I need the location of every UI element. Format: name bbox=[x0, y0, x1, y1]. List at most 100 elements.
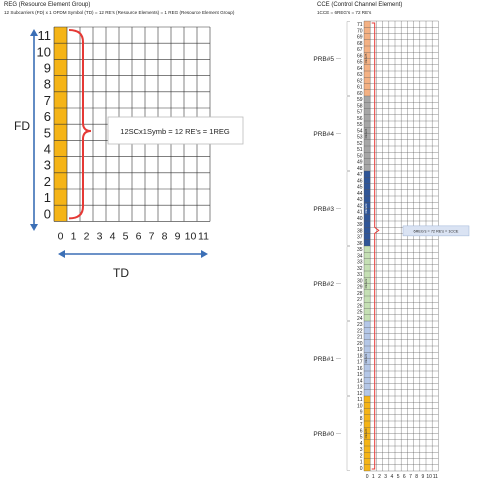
cce-row-label: 11 bbox=[357, 397, 362, 403]
cce-row-label: 43 bbox=[357, 197, 363, 203]
cce-row-label: 61 bbox=[357, 85, 363, 91]
cce-row-label: 69 bbox=[357, 35, 363, 41]
cce-row-label: 5 bbox=[360, 435, 363, 441]
cce-row-label: 67 bbox=[357, 47, 363, 53]
reg-title: REG (Resource Element Group) bbox=[4, 2, 91, 8]
cce-row-label: 65 bbox=[357, 60, 363, 66]
cce-row-label: 2 bbox=[360, 453, 363, 459]
reg-col-label: 7 bbox=[149, 230, 155, 242]
cce-row-label: 9 bbox=[360, 410, 363, 416]
cce-row-label: 28 bbox=[357, 291, 363, 297]
reg-row-label: 0 bbox=[44, 206, 51, 221]
reg-col-label: 8 bbox=[162, 230, 168, 242]
td-arrow-head-right bbox=[201, 250, 208, 258]
cce-row-label: 55 bbox=[357, 122, 363, 128]
cce-row-label: 60 bbox=[357, 91, 363, 97]
cce-row-label: 54 bbox=[357, 128, 363, 134]
cce-row-label: 31 bbox=[357, 272, 363, 278]
cce-row-label: 52 bbox=[357, 141, 363, 147]
cce-row-label: 27 bbox=[357, 297, 363, 303]
cce-row-label: 30 bbox=[357, 278, 363, 284]
cce-row-label: 22 bbox=[357, 328, 363, 334]
cce-row-label: 21 bbox=[357, 335, 363, 341]
reg-row-label: 4 bbox=[44, 142, 51, 157]
cce-row-label: 44 bbox=[357, 191, 363, 197]
cce-prb-group-bracket bbox=[346, 246, 350, 321]
cce-prb-group-bracket bbox=[346, 171, 350, 246]
cce-row-label: 66 bbox=[357, 53, 363, 59]
cce-row-label: 57 bbox=[357, 110, 363, 116]
cce-prb-group-bracket bbox=[346, 396, 350, 471]
cce-row-label: 16 bbox=[357, 366, 363, 372]
cce-prb-group-bracket bbox=[346, 21, 350, 96]
cce-col-label: 11 bbox=[433, 474, 438, 480]
cce-callout-box bbox=[402, 225, 470, 237]
cce-prb-group-bracket bbox=[346, 321, 350, 396]
cce-row-label: 8 bbox=[360, 416, 363, 422]
cce-prb-label: PRB#0 bbox=[313, 431, 334, 438]
cce-col-label: 2 bbox=[378, 474, 381, 480]
cce-row-label: 51 bbox=[357, 147, 363, 153]
cce-row-label: 36 bbox=[357, 241, 363, 247]
reg-row-label: 2 bbox=[44, 174, 51, 189]
cce-row-label: 6 bbox=[360, 428, 363, 434]
reg-col-label: 0 bbox=[58, 230, 64, 242]
fd-arrow-head-up bbox=[30, 29, 38, 36]
cce-row-label: 23 bbox=[357, 322, 363, 328]
cce-callout-text: 6REG's = 72 RE's = 1CCE bbox=[414, 229, 459, 233]
cce-row-label: 29 bbox=[357, 285, 363, 291]
cce-row-label: 19 bbox=[357, 347, 363, 353]
cce-row-label: 56 bbox=[357, 116, 363, 122]
reg-col-label: 3 bbox=[97, 230, 103, 242]
reg-subtitle: 12 Subcarriers (FD) x 1 OFDM Symbol (TD)… bbox=[4, 10, 235, 15]
cce-subtitle: 1CCE = 6REG's = 72 RE's bbox=[317, 10, 372, 15]
reg-col-label: 5 bbox=[123, 230, 129, 242]
cce-row-label: 26 bbox=[357, 303, 363, 309]
cce-row-label: 50 bbox=[357, 153, 363, 159]
reg-row-label: 6 bbox=[44, 109, 51, 124]
cce-row-label: 68 bbox=[357, 41, 363, 47]
reg-col-label: 6 bbox=[136, 230, 142, 242]
cce-row-label: 53 bbox=[357, 135, 363, 141]
cce-row-label: 17 bbox=[357, 360, 363, 366]
reg-callout-text: 12SCx1Symb = 12 RE's = 1REG bbox=[120, 127, 230, 136]
cce-col-label: 5 bbox=[397, 474, 400, 480]
cce-row-label: 34 bbox=[357, 253, 363, 259]
cce-prb-label: PRB#2 bbox=[313, 281, 334, 288]
cce-col-label: 4 bbox=[391, 474, 394, 480]
cce-row-label: 25 bbox=[357, 310, 363, 316]
cce-row-label: 63 bbox=[357, 72, 363, 78]
cce-row-label: 64 bbox=[357, 66, 363, 72]
cce-row-label: 20 bbox=[357, 341, 363, 347]
cce-prb-label: PRB#4 bbox=[313, 131, 334, 138]
fd-label: FD bbox=[14, 119, 30, 133]
cce-row-label: 49 bbox=[357, 160, 363, 166]
reg-row-label: 3 bbox=[44, 158, 51, 173]
td-arrow-head-left bbox=[58, 250, 65, 258]
cce-row-label: 24 bbox=[357, 316, 363, 322]
reg-col-label: 4 bbox=[110, 230, 116, 242]
cce-col-label: 9 bbox=[422, 474, 425, 480]
cce-row-label: 18 bbox=[357, 353, 363, 359]
reg-col-label: 11 bbox=[198, 230, 209, 242]
cce-row-label: 15 bbox=[357, 372, 363, 378]
cce-row-label: 7 bbox=[360, 422, 363, 428]
cce-row-label: 0 bbox=[360, 466, 363, 472]
reg-curly-bracket bbox=[68, 29, 92, 220]
cce-row-label: 47 bbox=[357, 172, 363, 178]
td-label: TD bbox=[113, 266, 129, 280]
cce-row-label: 48 bbox=[357, 166, 363, 172]
cce-row-label: 40 bbox=[357, 216, 363, 222]
reg-row-label: 10 bbox=[37, 44, 51, 59]
cce-col-label: 10 bbox=[426, 474, 432, 480]
cce-row-label: 59 bbox=[357, 97, 363, 103]
cce-row-label: 41 bbox=[357, 210, 363, 216]
cce-col-label: 7 bbox=[409, 474, 412, 480]
cce-row-label: 12 bbox=[357, 391, 363, 397]
reg-col-label: 10 bbox=[185, 230, 197, 242]
reg-col-label: 2 bbox=[84, 230, 90, 242]
cce-row-label: 45 bbox=[357, 185, 363, 191]
cce-row-label: 32 bbox=[357, 266, 363, 272]
cce-col-label: 8 bbox=[415, 474, 418, 480]
